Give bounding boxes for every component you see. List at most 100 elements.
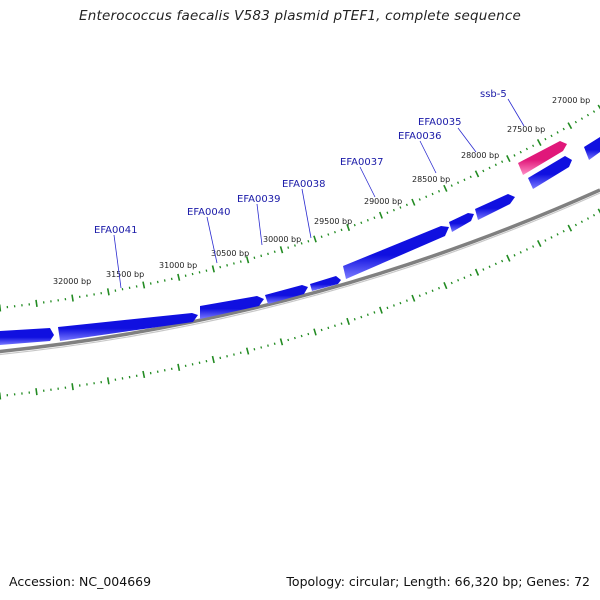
major-tick — [245, 256, 250, 264]
scale-label: 32000 bp — [53, 277, 91, 286]
major-tick — [443, 281, 448, 290]
minor-tick — [450, 281, 453, 285]
minor-tick — [425, 195, 428, 199]
minor-tick — [360, 221, 363, 224]
minor-tick — [287, 246, 290, 249]
minor-tick — [327, 326, 330, 330]
major-tick — [443, 184, 448, 192]
minor-tick — [293, 336, 296, 340]
minor-tick — [457, 181, 460, 184]
scale-label: 30500 bp — [211, 249, 249, 258]
minor-tick — [340, 322, 343, 325]
minor-tick — [488, 265, 491, 268]
scale-label: 29500 bp — [314, 217, 352, 226]
major-tick — [597, 208, 600, 214]
major-tick — [597, 104, 600, 110]
minor-tick — [300, 242, 303, 245]
forward-genes — [0, 137, 600, 345]
major-tick — [346, 317, 350, 326]
major-tick — [142, 370, 146, 379]
minor-tick — [360, 315, 363, 319]
scale-label: 27500 bp — [507, 125, 545, 134]
minor-tick — [482, 169, 485, 173]
major-tick — [567, 224, 573, 232]
minor-tick — [425, 291, 428, 295]
gene-arrow[interactable] — [310, 276, 341, 291]
major-tick — [211, 355, 215, 364]
minor-tick — [386, 306, 389, 310]
minor-tick — [532, 144, 535, 148]
minor-tick — [399, 206, 402, 209]
gene-label-efa0040[interactable]: EFA0040 — [187, 207, 230, 218]
gene-label-efa0041[interactable]: EFA0041 — [94, 225, 137, 236]
leader-line — [113, 234, 122, 289]
minor-tick — [198, 271, 201, 274]
minor-tick — [386, 211, 389, 214]
scale-label: 28500 bp — [412, 175, 450, 184]
map-title: Enterococcus faecalis V583 plasmid pTEF1… — [79, 8, 521, 24]
gene-arrow[interactable] — [528, 156, 572, 189]
gene-label-efa0036[interactable]: EFA0036 — [398, 131, 441, 142]
scale-label: 27000 bp — [552, 96, 590, 105]
minor-tick — [219, 356, 222, 360]
major-tick — [279, 246, 284, 254]
minor-tick — [405, 203, 408, 207]
minor-tick — [333, 230, 336, 234]
minor-tick — [239, 351, 242, 355]
minor-tick — [463, 276, 466, 279]
backbone-circle — [0, 188, 600, 356]
minor-tick — [482, 268, 485, 271]
scale-label: 29000 bp — [364, 197, 402, 206]
major-tick — [71, 383, 74, 391]
minor-tick — [198, 361, 201, 364]
gene-arrow-ssb-5[interactable] — [518, 141, 567, 175]
gene-label-efa0035[interactable]: EFA0035 — [418, 117, 461, 128]
leader-line — [206, 216, 218, 264]
gene-label-efa0038[interactable]: EFA0038 — [282, 179, 325, 190]
minor-tick — [469, 175, 472, 179]
minor-tick — [320, 328, 323, 332]
minor-tick — [488, 166, 491, 170]
leader-line — [507, 98, 525, 127]
minor-tick — [525, 147, 528, 151]
gene-arrow[interactable] — [200, 296, 264, 319]
major-tick — [35, 388, 38, 396]
major-tick — [378, 211, 383, 219]
gene-label-efa0037[interactable]: EFA0037 — [340, 157, 383, 168]
minor-tick — [556, 233, 559, 236]
sequence-summary: Topology: circular; Length: 66,320 bp; G… — [286, 574, 590, 589]
minor-tick — [170, 367, 173, 371]
minor-tick — [431, 289, 434, 292]
leader-line — [256, 203, 263, 246]
minor-tick — [267, 344, 269, 347]
minor-tick — [431, 192, 434, 196]
gene-arrow[interactable] — [584, 137, 600, 160]
major-tick — [245, 347, 250, 355]
major-tick — [313, 328, 317, 336]
gene-label-efa0039[interactable]: EFA0039 — [237, 194, 280, 205]
minor-tick — [260, 346, 263, 349]
minor-tick — [592, 110, 596, 113]
gene-arrow[interactable] — [343, 226, 449, 279]
gene-arrow[interactable] — [58, 313, 198, 341]
scale-label: 31500 bp — [106, 270, 144, 279]
gene-arrow[interactable] — [0, 328, 54, 345]
minor-tick — [550, 236, 553, 239]
minor-tick — [219, 265, 222, 269]
major-tick — [567, 122, 573, 130]
gene-arrow[interactable] — [475, 194, 515, 220]
leader-line — [419, 140, 437, 174]
minor-tick — [562, 127, 565, 131]
minor-tick — [392, 208, 395, 212]
major-tick — [536, 139, 542, 146]
gene-arrow[interactable] — [449, 213, 474, 232]
gene-arrow[interactable] — [265, 285, 308, 304]
minor-tick — [156, 370, 159, 373]
gene-label-ssb-5[interactable]: ssb-5 — [480, 89, 507, 100]
minor-tick — [170, 277, 173, 281]
major-tick — [536, 240, 542, 247]
minor-tick — [532, 245, 535, 248]
minor-tick — [494, 262, 497, 266]
minor-tick — [267, 252, 269, 256]
major-tick — [474, 268, 480, 276]
